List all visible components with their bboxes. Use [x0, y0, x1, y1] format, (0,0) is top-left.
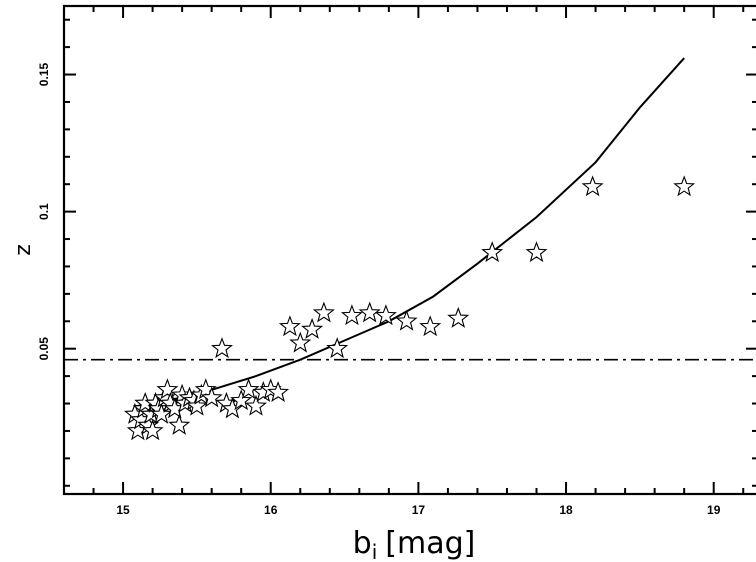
data-point	[244, 394, 267, 416]
x-tick-label: 15	[116, 503, 130, 517]
data-point	[289, 331, 312, 353]
data-point	[237, 378, 260, 400]
data-point	[340, 304, 363, 326]
y-axis-label: z	[11, 244, 36, 256]
data-point	[673, 175, 696, 197]
data-point	[278, 315, 301, 337]
x-axis-label-main: b	[353, 526, 372, 561]
x-tick-label: 19	[707, 503, 721, 517]
x-tick-label: 18	[559, 503, 573, 517]
y-tick-label: 0.1	[37, 203, 51, 220]
x-axis-label: bi [mag]	[353, 526, 476, 562]
data-point	[156, 378, 179, 400]
data-point	[525, 241, 548, 263]
plot-layer	[64, 57, 756, 441]
ticks-layer: 15 16 17 18 19 0.05 0.1 0.15	[37, 6, 756, 517]
data-point	[150, 402, 173, 424]
data-point	[168, 413, 191, 435]
x-tick-label: 16	[264, 503, 278, 517]
y-tick-label: 0.15	[37, 63, 51, 87]
data-point	[301, 317, 324, 339]
data-point	[447, 306, 470, 328]
data-point	[211, 337, 233, 359]
data-point	[200, 386, 223, 408]
data-point	[481, 241, 504, 263]
data-point	[185, 394, 208, 416]
x-axis-label-subscript: i	[372, 540, 378, 562]
data-point	[230, 389, 253, 411]
data-point	[374, 304, 397, 326]
plot-frame	[62, 4, 756, 496]
data-point	[395, 309, 418, 331]
data-point	[194, 378, 217, 400]
x-tick-label: 17	[412, 503, 426, 517]
x-axis-label-unit: [mag]	[385, 526, 475, 561]
data-point	[419, 315, 442, 337]
data-point	[267, 381, 290, 402]
data-point	[326, 337, 349, 359]
data-point	[358, 301, 381, 323]
y-tick-label: 0.05	[37, 337, 51, 361]
data-point	[141, 419, 164, 441]
data-point	[312, 301, 335, 323]
data-point	[581, 175, 604, 197]
